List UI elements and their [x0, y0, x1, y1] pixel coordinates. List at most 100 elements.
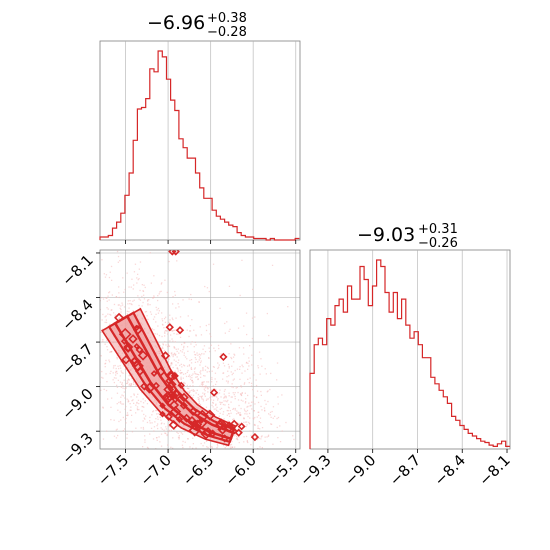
joint-sample-point	[174, 341, 176, 343]
joint-sample-point	[232, 408, 234, 410]
joint-sample-point	[116, 386, 119, 388]
joint-sample-point	[243, 441, 245, 443]
joint-sample-point	[248, 357, 250, 359]
joint-sample-point	[209, 397, 211, 399]
joint-sample-point	[241, 392, 243, 394]
joint-sample-point	[172, 330, 174, 332]
joint-sample-point	[147, 304, 149, 306]
joint-sample-point	[188, 335, 190, 338]
joint-sample-point	[108, 276, 111, 279]
joint-sample-point	[250, 434, 252, 437]
joint-sample-point	[223, 365, 226, 367]
joint-sample-point	[257, 401, 260, 404]
joint-sample-point	[201, 381, 203, 384]
joint-sample-point	[167, 361, 169, 363]
joint-sample-point	[270, 423, 273, 425]
density-contour-fragment	[195, 416, 208, 429]
joint-sample-point	[94, 235, 95, 236]
joint-sample-point	[222, 378, 224, 380]
joint-sample-point	[132, 399, 134, 401]
joint-sample-point	[172, 366, 174, 369]
joint-sample-point	[186, 384, 188, 387]
joint-sample-point	[249, 377, 251, 379]
joint-sample-point	[167, 333, 169, 335]
joint-sample-point	[109, 372, 111, 375]
joint-sample-point	[118, 296, 120, 299]
joint-sample-point	[123, 391, 125, 393]
joint-sample-point	[223, 457, 224, 458]
joint-sample-point	[194, 341, 196, 343]
density-contour-fragment	[188, 407, 198, 416]
joint-sample-point	[138, 402, 140, 405]
joint-sample-point	[194, 367, 196, 369]
joint-sample-point	[268, 413, 270, 415]
joint-sample-point	[165, 432, 167, 435]
joint-sample-point	[251, 408, 253, 410]
joint-sample-point	[129, 385, 131, 388]
joint-sample-point	[200, 383, 203, 385]
joint-sample-point	[287, 306, 289, 308]
joint-sample-point	[245, 312, 248, 314]
joint-sample-point	[120, 370, 122, 372]
joint-sample-point	[143, 406, 145, 408]
joint-sample-point	[190, 394, 192, 396]
joint-sample-point	[248, 412, 251, 415]
joint-sample-point	[182, 299, 184, 301]
joint-sample-point	[236, 386, 238, 388]
joint-sample-point	[218, 392, 221, 394]
joint-sample-point	[109, 323, 111, 325]
joint-sample-point	[259, 470, 260, 471]
joint-sample-point	[222, 486, 223, 487]
joint-sample-point	[125, 422, 127, 424]
joint-sample-point	[219, 401, 221, 403]
joint-sample-point	[204, 365, 207, 367]
joint-sample-point	[226, 445, 228, 447]
joint-sample-point	[239, 413, 241, 415]
joint-sample-point	[224, 404, 226, 406]
joint-sample-point	[202, 392, 204, 394]
joint-sample-point	[152, 318, 155, 320]
joint-sample-point	[142, 446, 144, 448]
joint-sample-point	[167, 444, 169, 446]
joint-sample-point	[242, 482, 243, 483]
joint-sample-point	[126, 437, 128, 439]
joint-sample-point	[221, 462, 222, 463]
joint-sample-point	[247, 362, 249, 364]
joint-sample-point	[126, 414, 128, 416]
joint-sample-point	[163, 318, 166, 320]
joint-sample-point	[132, 300, 134, 302]
density-contour-fragment	[159, 402, 166, 409]
joint-sample-point	[244, 370, 246, 372]
joint-sample-point	[175, 333, 178, 335]
joint-sample-point	[95, 304, 96, 305]
joint-sample-point	[162, 347, 164, 349]
density-contour-fragment	[131, 359, 144, 372]
joint-sample-point	[189, 385, 191, 387]
joint-sample-point	[201, 353, 203, 355]
joint-sample-point	[238, 441, 240, 444]
joint-sample-point	[137, 279, 139, 281]
joint-sample-point	[153, 296, 155, 298]
joint-sample-point	[160, 433, 163, 435]
joint-sample-point	[264, 440, 266, 442]
joint-sample-point	[179, 316, 182, 318]
joint-sample-point	[164, 432, 166, 434]
density-contour-fragment	[177, 381, 185, 390]
joint-sample-point	[117, 379, 119, 381]
joint-sample-point	[169, 421, 171, 423]
joint-sample-point	[157, 312, 160, 314]
joint-sample-point	[160, 283, 162, 285]
joint-sample-point	[143, 417, 145, 419]
density-contour-outlier	[165, 323, 174, 332]
joint-sample-point	[218, 452, 219, 453]
joint-sample-point	[158, 310, 160, 312]
joint-sample-point	[276, 460, 277, 461]
joint-sample-point	[119, 260, 121, 262]
joint-sample-point	[232, 372, 234, 374]
joint-sample-point	[239, 378, 241, 380]
joint-sample-point	[213, 347, 215, 349]
joint-sample-point	[248, 421, 250, 424]
joint-sample-point	[232, 418, 234, 421]
joint-sample-point	[129, 303, 131, 305]
joint-sample-point	[153, 329, 155, 331]
